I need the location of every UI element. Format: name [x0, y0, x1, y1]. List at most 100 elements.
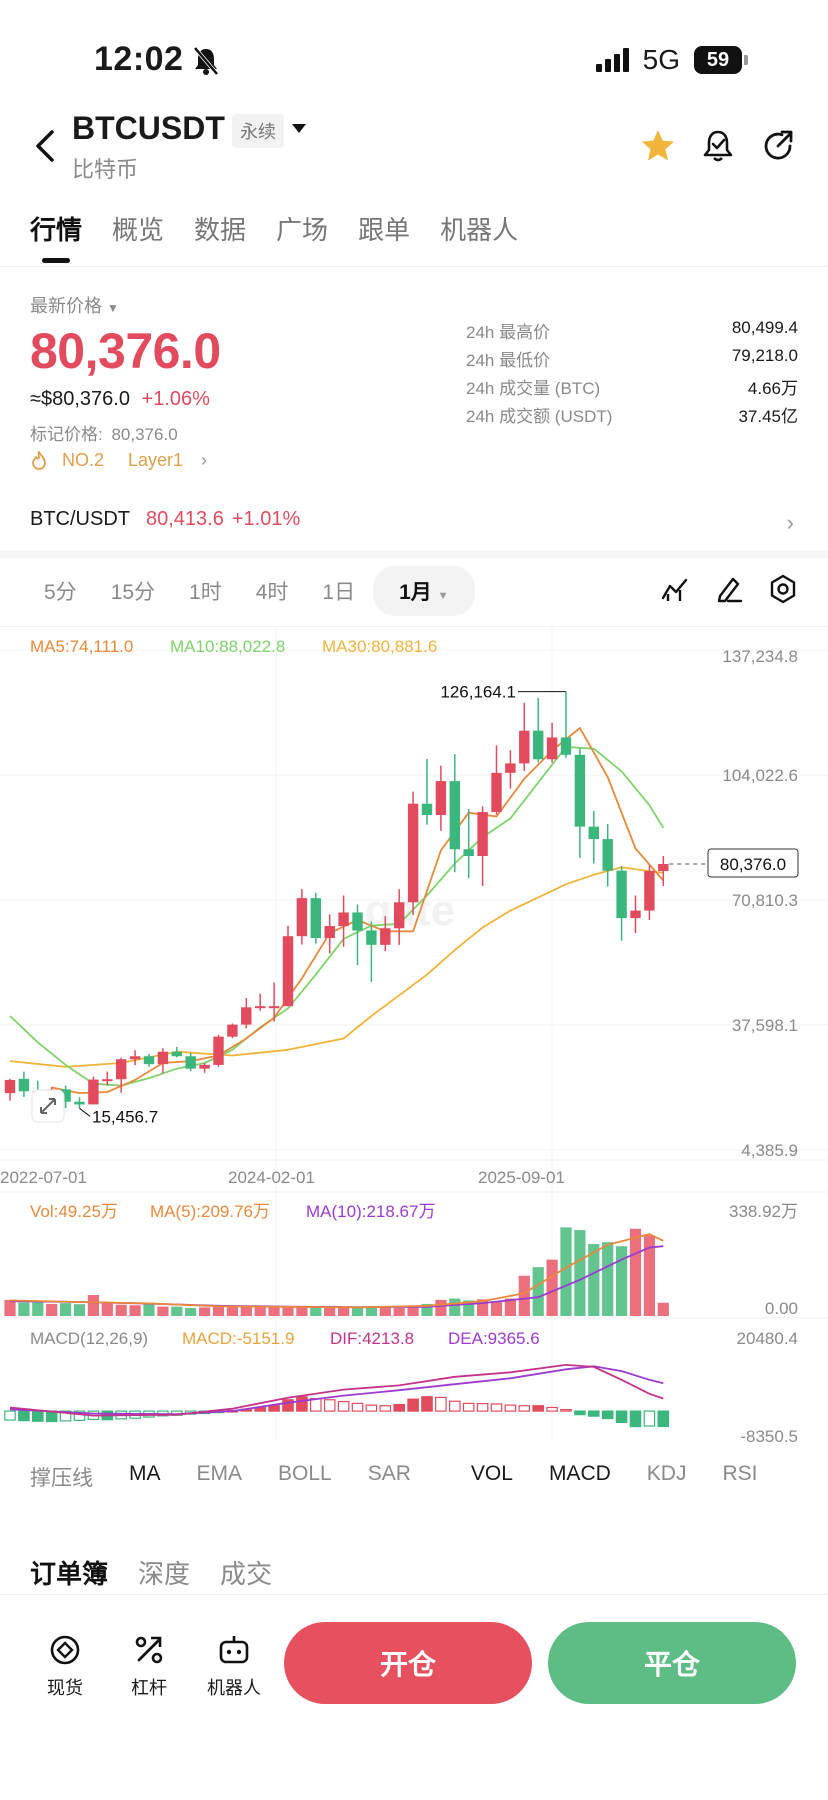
indicator-support-resistance[interactable]: 撑压线 — [30, 1467, 93, 1490]
spot-pair-row[interactable]: BTC/USDT 80,413.6 +1.01% — [30, 508, 300, 531]
interval-1mo[interactable]: 1月 ▼ — [373, 566, 475, 616]
candle-body — [366, 930, 377, 945]
indicator-kdj[interactable]: KDJ — [646, 1462, 687, 1485]
volume-bar — [185, 1307, 197, 1316]
tab-active-indicator — [42, 258, 70, 263]
indicator-vol[interactable]: VOL — [470, 1462, 513, 1485]
volume-bar — [254, 1307, 266, 1316]
back-icon[interactable] — [26, 126, 66, 166]
signal-icon — [595, 48, 629, 72]
symbol-dropdown-icon[interactable] — [292, 124, 306, 133]
y-tick-label: 104,022.6 — [722, 766, 798, 785]
candle-body — [546, 737, 558, 760]
kline-chart[interactable]: gate 137,234.8104,022.670,810.337,598.14… — [0, 626, 828, 1446]
candle-body — [60, 1089, 71, 1102]
chart-settings-icon[interactable] — [768, 574, 798, 604]
rank-line[interactable]: NO.2 Layer1 › — [30, 450, 207, 471]
draw-pen-icon[interactable] — [714, 574, 744, 604]
tab-overview[interactable]: 概览 — [112, 215, 165, 245]
volume-bar — [226, 1307, 238, 1316]
candle-body — [157, 1051, 169, 1065]
annotations: 80,376.0 126,164.1 15,456.7 — [31, 683, 799, 1126]
stats-panel: 24h 最高价 80,499.4 24h 最低价 79,218.0 24h 成交量 … — [466, 318, 798, 430]
volume-bar — [477, 1299, 489, 1316]
volume-bar — [546, 1259, 558, 1316]
candle-body — [324, 926, 335, 939]
macd-histogram-bar — [615, 1410, 628, 1424]
macd-histogram-bar — [657, 1410, 670, 1428]
indicator-ma[interactable]: MA — [129, 1462, 161, 1485]
pair-price: 80,413.6 — [146, 508, 224, 530]
bottom-robot-label: 机器人 — [207, 1678, 261, 1698]
tab-data[interactable]: 数据 — [194, 215, 247, 245]
interval-1h[interactable]: 1时 — [189, 581, 222, 604]
candle-body — [491, 772, 502, 812]
tab-market[interactable]: 行情 — [30, 215, 83, 245]
bottom-margin[interactable]: 杠杆 — [114, 1632, 184, 1700]
volume-bar — [616, 1246, 628, 1316]
indicator-rsi[interactable]: RSI — [722, 1462, 758, 1485]
candle-body — [268, 1006, 280, 1009]
volume-bar — [60, 1303, 72, 1316]
indicator-sar[interactable]: SAR — [367, 1462, 411, 1485]
macd-histogram-bar — [518, 1405, 531, 1412]
macd-histogram-bar — [296, 1396, 308, 1412]
macd-dif-line — [9, 1363, 664, 1417]
candle-body — [380, 928, 391, 945]
stat-label: 24h 成交额 (USDT) — [466, 407, 613, 426]
tab-copytrade[interactable]: 跟单 — [358, 215, 411, 245]
candle-body — [463, 849, 474, 857]
last-price-label[interactable]: 最新价格 ▼ — [30, 292, 119, 318]
share-icon[interactable] — [760, 128, 796, 164]
tab-square[interactable]: 广场 — [276, 215, 329, 245]
indicator-boll[interactable]: BOLL — [278, 1462, 332, 1485]
close-position-button[interactable]: 平仓 — [548, 1622, 796, 1704]
star-icon[interactable] — [640, 128, 676, 164]
tab-orderbook[interactable]: 订单簿 — [30, 1559, 109, 1589]
volume-bar — [657, 1302, 669, 1316]
tab-depth[interactable]: 深度 — [138, 1559, 191, 1589]
bottom-robot[interactable]: 机器人 — [198, 1632, 270, 1700]
tab-robot[interactable]: 机器人 — [440, 215, 519, 245]
volume-legend-item: MA(10):218.67万 — [306, 1202, 435, 1221]
stat-value: 80,499.4 — [731, 318, 798, 337]
tab-trades[interactable]: 成交 — [220, 1559, 273, 1589]
symbol-title[interactable]: BTCUSDT — [72, 110, 225, 146]
interval-15m[interactable]: 15分 — [110, 581, 156, 604]
volume-bar — [4, 1299, 16, 1316]
network-label: 5G — [642, 44, 680, 75]
interval-4h[interactable]: 4时 — [255, 581, 289, 604]
macd-histogram-bar — [643, 1410, 656, 1427]
ma-legend-item: MA10:88,022.8 — [170, 637, 285, 656]
last-price-label-text: 最新价格 — [30, 296, 102, 316]
expand-icon[interactable] — [31, 1089, 65, 1123]
open-position-button[interactable]: 开仓 — [284, 1622, 532, 1704]
x-tick-label: 2022-07-01 — [0, 1168, 87, 1187]
current-price-label: 80,376.0 — [720, 855, 786, 874]
y-tick-label: 137,234.8 — [722, 647, 798, 666]
bottom-spot[interactable]: 现货 — [30, 1632, 100, 1700]
low-label: 15,456.7 — [92, 1107, 158, 1126]
indicator-tabs: 撑压线 MA EMA BOLL SAR VOL MACD KDJ RSI — [30, 1462, 757, 1492]
candle-body — [255, 1006, 266, 1009]
macd-histogram-bar — [393, 1403, 405, 1412]
indicator-macd[interactable]: MACD — [548, 1462, 611, 1485]
rank-label: NO.2 — [62, 450, 105, 470]
y-axis: 137,234.8 104,022.6 70,810.3 37,598.1 4,385.… — [722, 647, 798, 1160]
macd-histogram-bar — [73, 1410, 86, 1421]
stat-row: 24h 成交量 (BTC) 4.66万 — [466, 374, 798, 402]
status-time: 12:02 — [94, 40, 184, 78]
indicator-ema[interactable]: EMA — [196, 1462, 243, 1485]
alert-bell-icon[interactable] — [700, 128, 736, 164]
macd-histogram-bar — [4, 1410, 16, 1421]
chevron-right-icon[interactable]: › — [786, 510, 794, 535]
ma30-line — [9, 866, 664, 1068]
interval-5m[interactable]: 5分 — [44, 581, 77, 604]
macd-histogram-bar — [407, 1398, 419, 1412]
ma10-line — [9, 746, 665, 1087]
volume-bar — [143, 1303, 155, 1316]
interval-1d[interactable]: 1日 — [322, 581, 356, 604]
macd-histogram-bar — [337, 1400, 350, 1412]
indicator-settings-icon[interactable] — [660, 574, 690, 604]
macd-histogram-bar — [323, 1399, 336, 1412]
